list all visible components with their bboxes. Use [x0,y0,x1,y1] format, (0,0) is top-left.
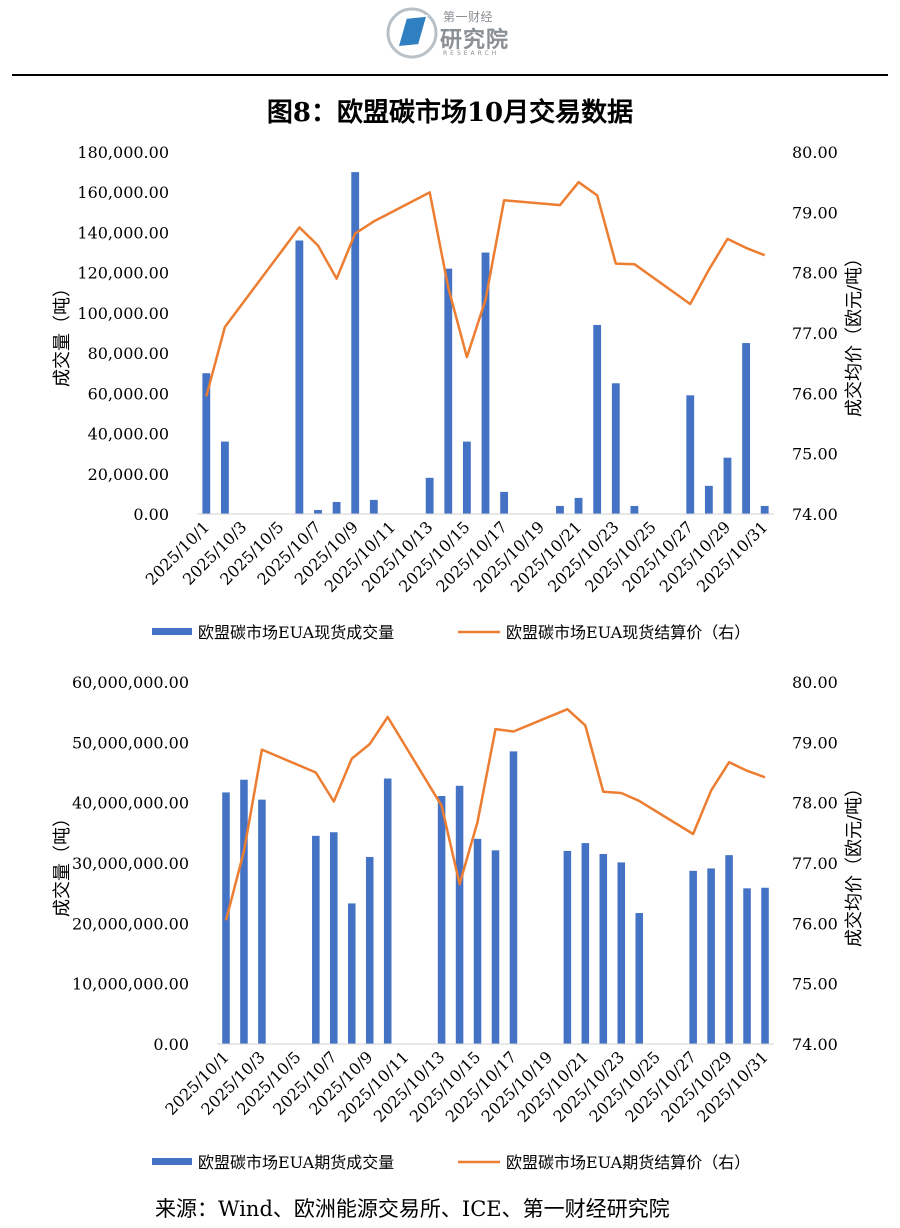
price-line [224,707,766,921]
volume-bar [221,441,229,514]
y2-tick-label: 79.00 [792,203,838,222]
volume-bar [365,856,374,1044]
y2-tick-label: 74.00 [792,1035,838,1054]
volume-bar [707,868,715,1044]
y2-tick-label: 78.00 [792,794,838,813]
y-tick-label: 40,000.00 [88,425,169,444]
volume-bar [617,862,626,1044]
volume-bar [704,485,713,514]
source-note: 来源：Wind、欧洲能源交易所、ICE、第一财经研究院 [155,1197,670,1221]
y2-axis-title: 成交均价（欧元/吨） [844,249,865,417]
y-tick-label: 20,000,000.00 [72,914,189,933]
volume-bar [509,751,518,1044]
volume-bar [314,509,322,514]
volume-bar [473,838,482,1044]
volume-bar [760,505,769,514]
volume-bar [351,172,360,514]
volume-bar [686,395,695,514]
y-tick-label: 120,000.00 [77,264,169,283]
logo-text-big: 研究院 [440,28,510,53]
legend-label-line: 欧盟碳市场EUA期货结算价（右） [506,1153,750,1172]
figure-title: 图8：欧盟碳市场10月交易数据 [266,98,634,128]
y-axis-title: 成交量（吨） [52,279,73,387]
y-tick-label: 30,000,000.00 [72,854,189,873]
y-axis-title: 成交量（吨） [52,809,73,917]
y2-tick-label: 75.00 [792,975,838,994]
volume-bar [611,383,620,514]
volume-bar [455,785,464,1044]
volume-bar [444,268,453,514]
header-divider [12,74,888,76]
logo-emblem-icon [386,7,438,59]
y-tick-label: 40,000,000.00 [72,794,189,813]
y-tick-label: 140,000.00 [77,223,169,242]
volume-bar [689,870,697,1044]
volume-bar [240,779,248,1044]
volume-bar [761,887,769,1044]
volume-bar [258,799,266,1044]
volume-bar [437,796,446,1044]
report-header: 第一财经 研究院 RESEARCH [0,0,900,80]
volume-bar [369,499,378,514]
y-tick-label: 180,000.00 [77,143,169,162]
volume-bar [312,835,320,1044]
volume-bar [462,441,471,514]
volume-bar [563,850,572,1044]
y2-tick-label: 76.00 [792,384,838,403]
y2-axis-title: 成交均价（欧元/吨） [844,779,865,947]
volume-bar [383,778,392,1044]
y-tick-label: 0.00 [153,1035,189,1054]
volume-bar [491,850,500,1044]
volume-bar [556,505,564,514]
volume-bar [723,457,732,514]
volume-bar [635,913,644,1044]
y2-tick-label: 80.00 [792,673,838,692]
volume-bar [347,903,356,1044]
volume-bar [202,373,211,514]
legend-label-bar: 欧盟碳市场EUA现货成交量 [198,623,394,642]
y-tick-label: 20,000.00 [88,465,169,484]
y-tick-label: 100,000.00 [77,304,169,323]
y-tick-label: 10,000,000.00 [72,975,189,994]
logo-text-small: 第一财经 [443,10,494,24]
volume-bar [581,843,590,1044]
y-tick-label: 160,000.00 [77,183,169,202]
volume-bar [332,501,341,514]
legend-label-bar: 欧盟碳市场EUA期货成交量 [198,1153,394,1172]
y2-tick-label: 75.00 [792,445,838,464]
volume-bar [742,343,750,514]
legend-swatch-bar [152,628,192,635]
legend-swatch-bar [152,1158,192,1165]
y-tick-label: 0.00 [133,505,169,524]
y2-tick-label: 78.00 [792,264,838,283]
volume-bar [593,324,602,514]
y2-tick-label: 79.00 [792,733,838,752]
price-line [205,180,766,397]
y2-tick-label: 80.00 [792,143,838,162]
y-tick-label: 80,000.00 [88,344,169,363]
chart-futures: 0.00 10,000,000.00 20,000,000.00 30,000,000… [52,673,865,1172]
volume-bar [481,252,490,515]
y2-tick-label: 76.00 [792,914,838,933]
volume-bar [500,491,509,514]
research-logo: 第一财经 研究院 RESEARCH [385,6,520,60]
y2-tick-label: 77.00 [792,854,838,873]
y-tick-label: 60,000,000.00 [72,673,189,692]
y2-tick-label: 74.00 [792,505,838,524]
y2-tick-label: 77.00 [792,324,838,343]
volume-bar [295,240,304,514]
volume-bar [630,505,639,514]
logo-text-tiny: RESEARCH [443,50,500,57]
y-tick-label: 60,000.00 [88,384,169,403]
legend-label-line: 欧盟碳市场EUA现货结算价（右） [506,623,750,642]
volume-bar [725,855,733,1044]
volume-bar [425,477,434,514]
y-tick-label: 50,000,000.00 [72,733,189,752]
volume-bar [574,497,583,514]
chart-spot: 0.00 20,000.00 40,000.00 60,000.00 80,000.00… [52,143,865,642]
volume-bar [743,888,751,1044]
volume-bar [599,853,608,1044]
volume-bar [330,832,338,1044]
